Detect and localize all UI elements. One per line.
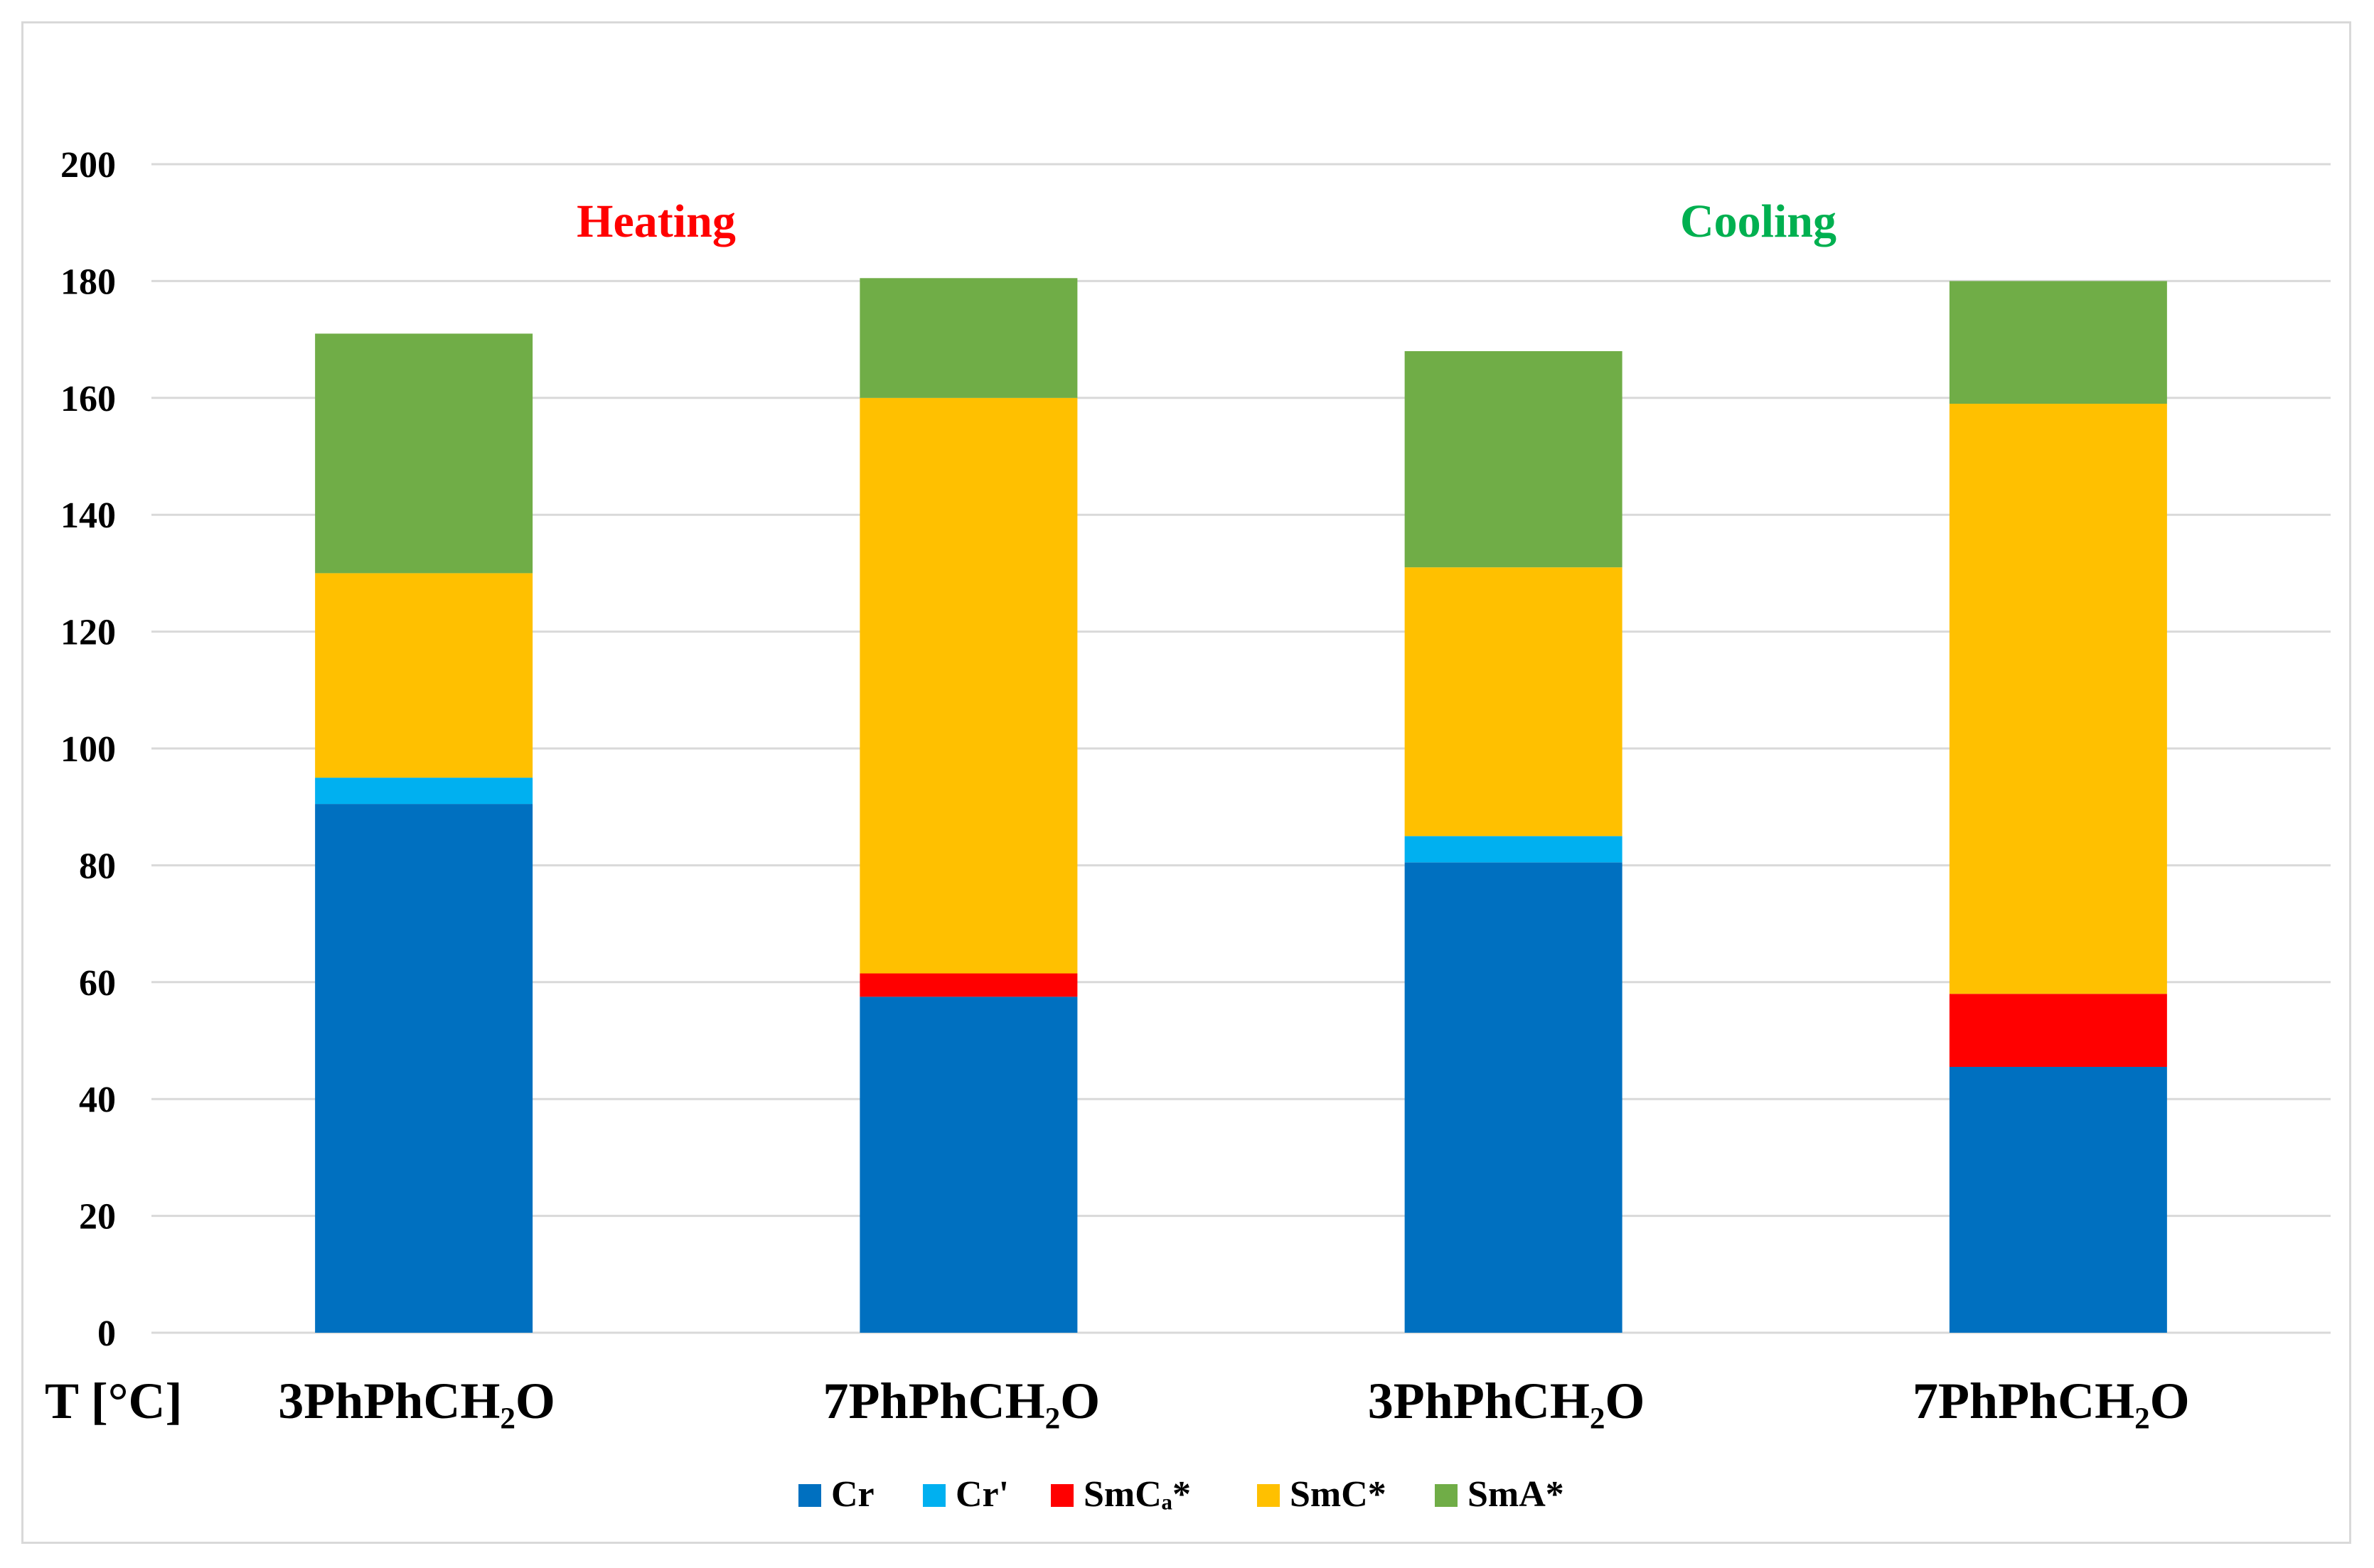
legend-swatch (1051, 1484, 1074, 1507)
bar-segment-cr (1404, 862, 1622, 1333)
y-tick-label: 0 (97, 1314, 116, 1354)
bar-segment-smc (1949, 404, 2167, 994)
y-tick-label: 140 (60, 495, 116, 536)
bar-segment-cr (1404, 836, 1622, 863)
bar-segment-sma (1949, 281, 2167, 404)
bar-segment-sma (315, 333, 533, 574)
bar-segment-sma (860, 278, 1078, 398)
y-tick-label: 80 (79, 846, 116, 886)
y-axis-title: T [°C] (45, 1373, 182, 1429)
y-tick-label: 40 (79, 1080, 116, 1120)
category-label: 3PhPhCH₂O (1368, 1373, 1645, 1429)
annotation-cooling: Cooling (1680, 195, 1836, 247)
bar-segment-smc (860, 973, 1078, 997)
legend-label: Cr (831, 1474, 875, 1515)
legend-label: SmA* (1467, 1474, 1564, 1515)
legend-swatch (798, 1484, 821, 1507)
y-axis-ticks: 0 20 40 60 80 100 120 140 160 180 200 (60, 145, 116, 1354)
legend-label: SmCₐ* (1084, 1474, 1191, 1515)
stacked-bar-chart: 0 20 40 60 80 100 120 140 160 180 200 3PhPhCH₂O 7Ph… (45, 145, 2331, 1515)
category-label: 3PhPhCH₂O (278, 1373, 555, 1429)
bar-segment-cr (315, 778, 533, 805)
bars (315, 278, 2167, 1333)
bar-segment-smc (315, 573, 533, 778)
y-tick-label: 100 (60, 729, 116, 770)
legend: Cr Cr' SmCₐ* SmC* SmA* (798, 1474, 1564, 1515)
bar-segment-smc (1404, 567, 1622, 837)
y-tick-label: 120 (60, 613, 116, 653)
legend-swatch (1257, 1484, 1280, 1507)
y-tick-label: 200 (60, 145, 116, 186)
category-label: 7PhPhCH₂O (823, 1373, 1101, 1429)
category-labels: 3PhPhCH₂O 7PhPhCH₂O 3PhPhCH₂O 7PhPhCH₂O (278, 1373, 2189, 1429)
legend-swatch (1435, 1484, 1458, 1507)
bar-segment-cr (1949, 1066, 2167, 1333)
legend-swatch (923, 1484, 946, 1507)
bar-segment-cr (315, 804, 533, 1333)
bar-segment-smc (860, 397, 1078, 974)
legend-label: Cr' (956, 1474, 1009, 1515)
y-tick-label: 180 (60, 262, 116, 302)
y-tick-label: 20 (79, 1197, 116, 1237)
y-tick-label: 60 (79, 963, 116, 1004)
bar-segment-cr (860, 997, 1078, 1333)
annotations: Heating Cooling (577, 195, 1836, 247)
chart-frame: 0 20 40 60 80 100 120 140 160 180 200 3PhPhCH₂O 7Ph… (21, 21, 2351, 1544)
category-label: 7PhPhCH₂O (1913, 1373, 2190, 1429)
y-tick-label: 160 (60, 379, 116, 419)
legend-label: SmC* (1290, 1474, 1386, 1515)
annotation-heating: Heating (577, 195, 736, 247)
bar-segment-smc (1949, 994, 2167, 1067)
bar-segment-sma (1404, 351, 1622, 568)
